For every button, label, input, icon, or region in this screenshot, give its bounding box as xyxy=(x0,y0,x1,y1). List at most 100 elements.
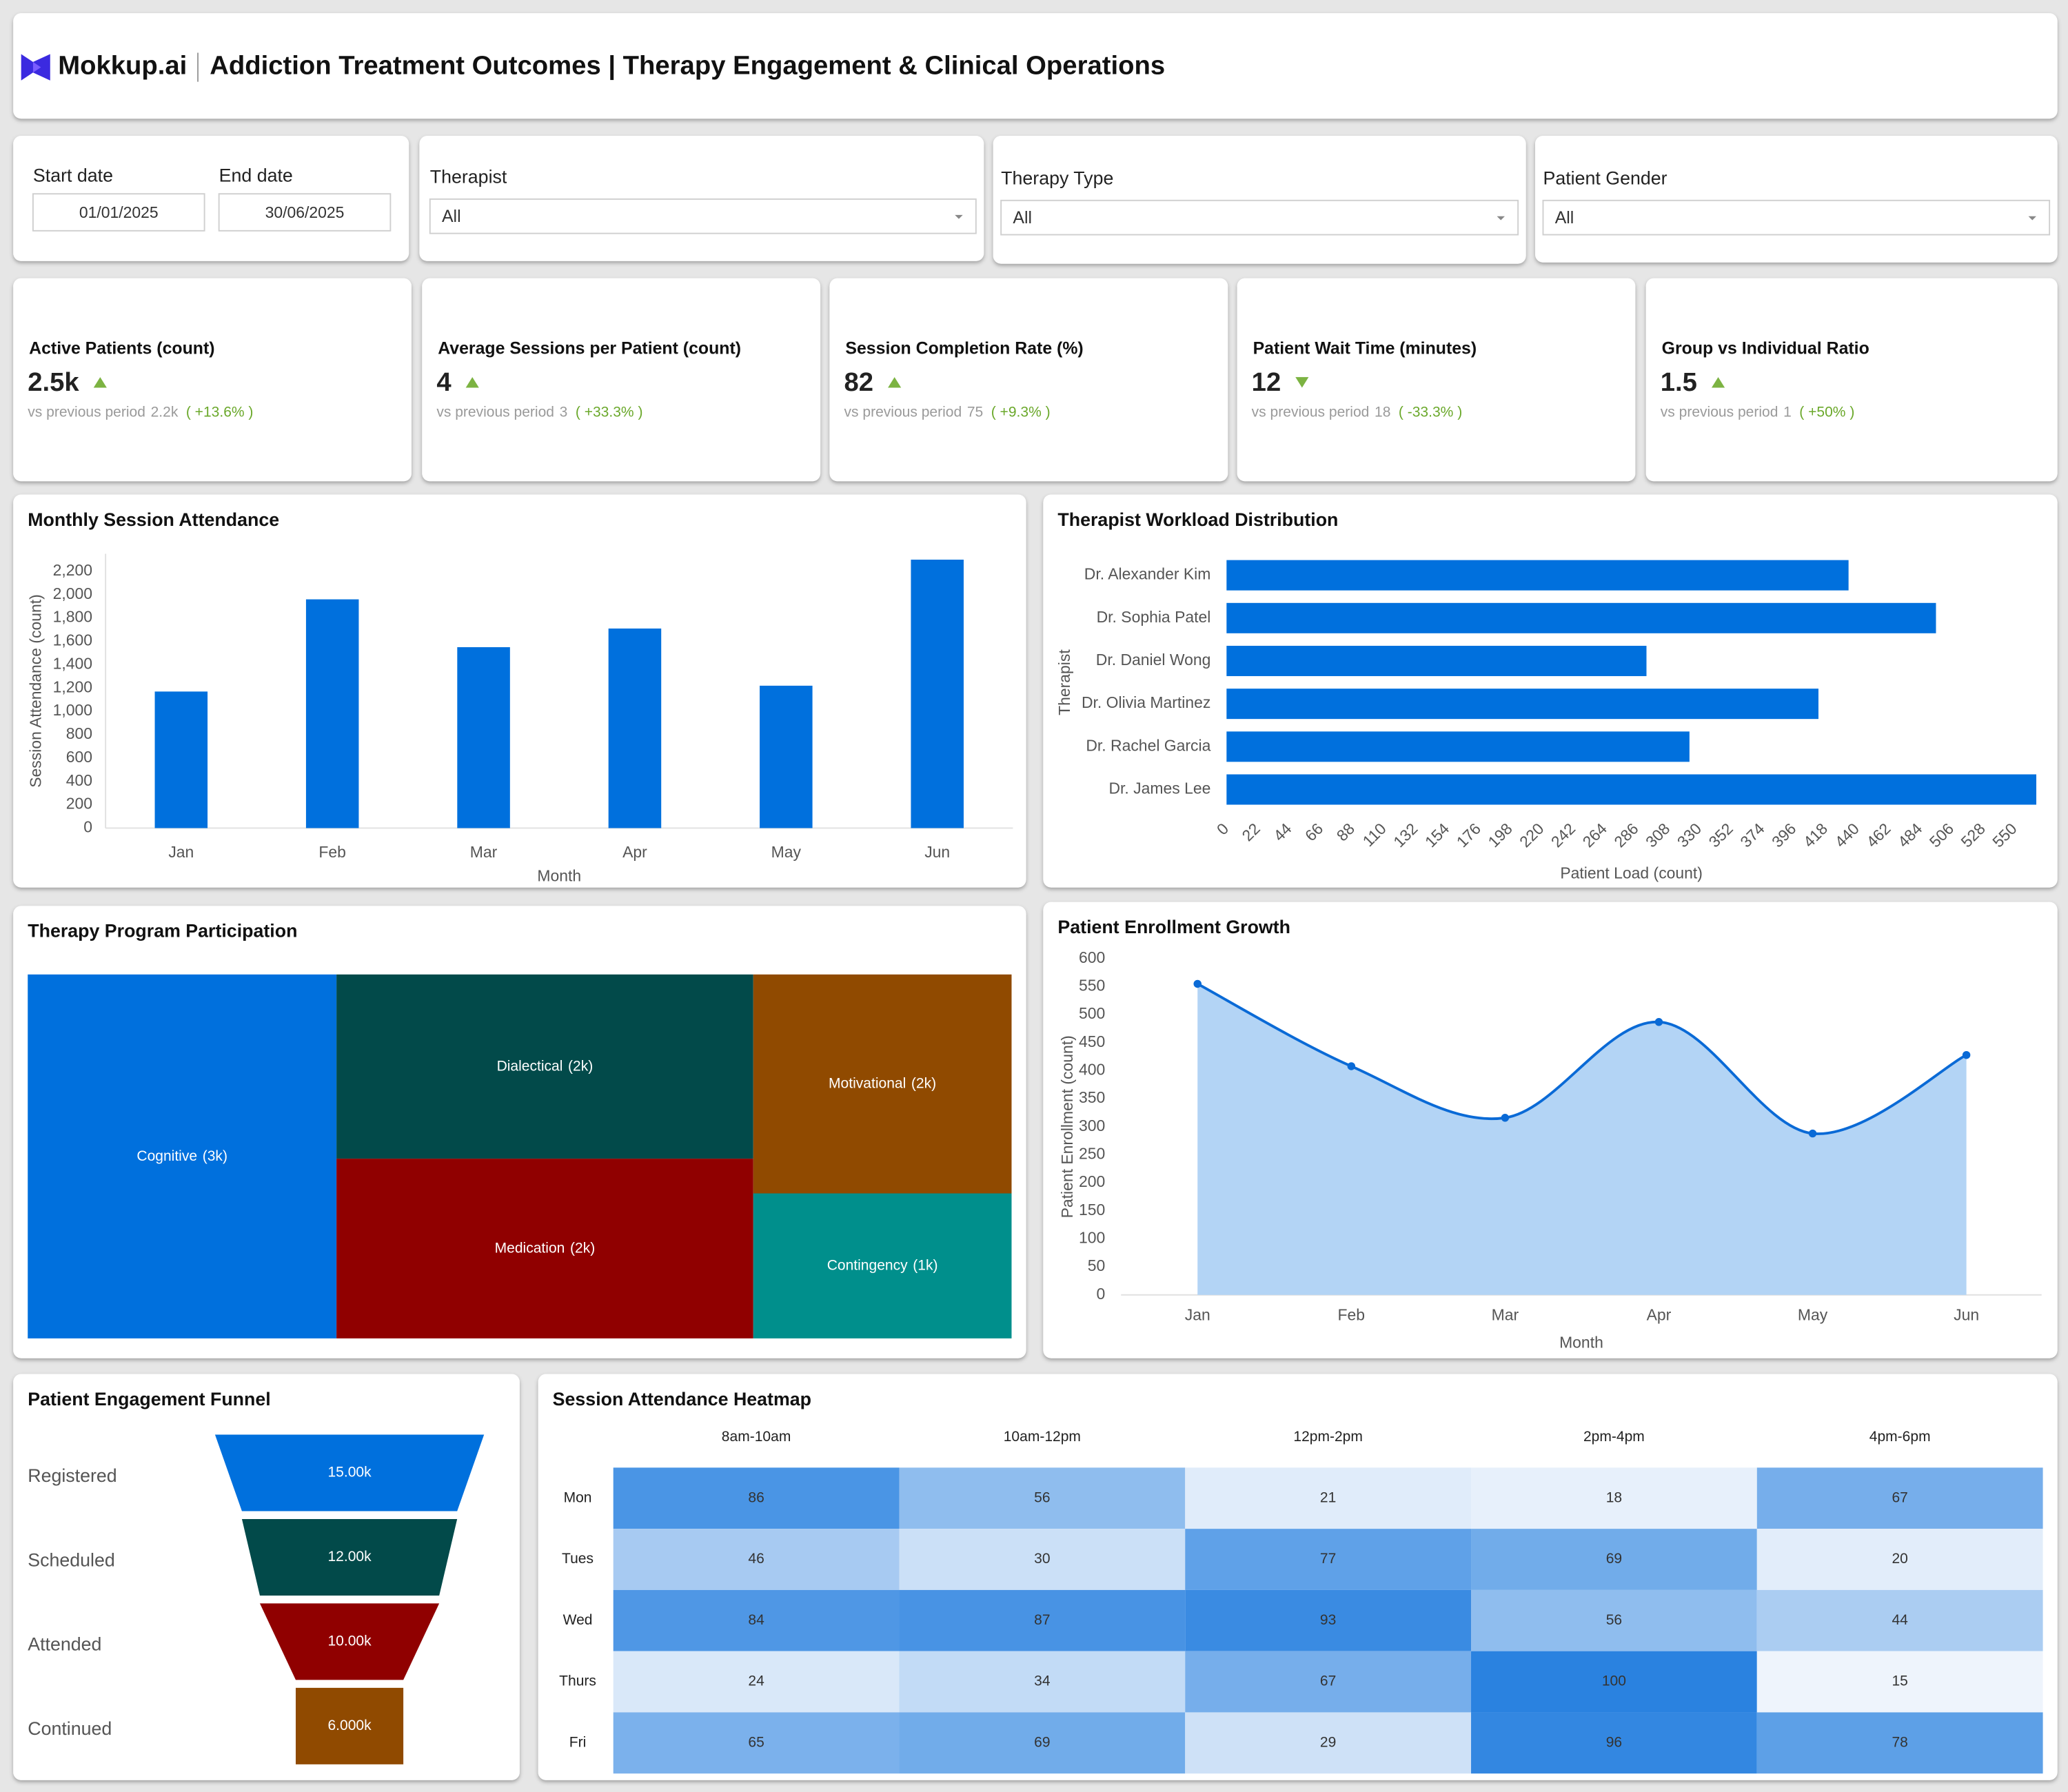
heatmap-cell xyxy=(1756,1589,2043,1651)
chart-title: Therapist Workload Distribution xyxy=(1057,509,1338,530)
chart-title: Patient Enrollment Growth xyxy=(1057,917,1290,937)
area xyxy=(1197,984,1967,1295)
kpi-value: 82 xyxy=(844,367,874,397)
kpi-comparison: vs previous period xyxy=(436,404,554,420)
funnel-stage xyxy=(241,1518,458,1596)
point xyxy=(1193,979,1202,988)
logo-text: Mokkup.ai xyxy=(58,51,187,81)
kpi-comparison: vs previous period xyxy=(28,404,145,420)
heatmap-cell xyxy=(613,1467,900,1529)
filter-input[interactable] xyxy=(429,198,977,234)
heatmap-value: 96 xyxy=(1606,1734,1622,1750)
column-label: 8am-10am xyxy=(722,1429,791,1445)
treemap-value-label: (2k) xyxy=(911,1075,936,1091)
treemap-value-label: (2k) xyxy=(570,1240,595,1256)
heatmap-cell xyxy=(1471,1651,1757,1713)
kpi-value: 4 xyxy=(436,367,452,397)
heatmap-value: 67 xyxy=(1320,1673,1336,1689)
heatmap-cell xyxy=(613,1529,900,1590)
bar xyxy=(1226,560,1849,591)
kpi-change: ( +33.3% ) xyxy=(576,404,643,420)
card xyxy=(993,136,1526,264)
funnel-stage xyxy=(296,1687,404,1764)
y-tick-label: 1,200 xyxy=(53,678,92,695)
y-tick-label: 400 xyxy=(66,771,92,789)
kpi-comparison: vs previous period xyxy=(844,404,962,420)
bar xyxy=(1226,602,1936,633)
treemap-cell xyxy=(753,974,1012,1194)
heatmap-cell xyxy=(899,1589,1186,1651)
filter-value: All xyxy=(1013,208,1032,227)
filter-input[interactable] xyxy=(1000,199,1519,236)
heatmap-value: 87 xyxy=(1034,1612,1050,1628)
y-tick-label: Dr. Sophia Patel xyxy=(1097,608,1211,626)
heatmap-value: 46 xyxy=(748,1551,764,1567)
filter-input[interactable] xyxy=(32,193,205,232)
treemap-cell xyxy=(336,974,753,1159)
heatmap-value: 21 xyxy=(1320,1489,1336,1505)
bar xyxy=(1226,645,1647,676)
treemap-cell xyxy=(753,1193,1012,1338)
y-tick-label: 50 xyxy=(1088,1256,1106,1274)
kpi-title: Patient Wait Time (minutes) xyxy=(1253,339,1477,358)
heatmap-cell xyxy=(899,1712,1186,1774)
heatmap-value: 18 xyxy=(1606,1489,1622,1505)
y-tick-label: 1,800 xyxy=(53,608,92,626)
line xyxy=(1197,982,1967,1135)
heatmap-value: 15 xyxy=(1892,1673,1907,1689)
bar xyxy=(911,559,964,828)
funnel-category: Continued xyxy=(28,1718,112,1739)
y-tick-label: 550 xyxy=(1079,977,1105,995)
card xyxy=(1535,136,2058,263)
treemap-value-label: (3k) xyxy=(203,1148,227,1163)
filter-value: All xyxy=(442,207,461,226)
chart-title: Session Attendance Heatmap xyxy=(553,1389,811,1409)
x-tick-label: Apr xyxy=(622,843,647,861)
filter-input[interactable] xyxy=(218,193,392,232)
heatmap-value: 34 xyxy=(1034,1673,1051,1689)
y-tick-label: 2,200 xyxy=(53,561,92,579)
heatmap-value: 65 xyxy=(748,1734,764,1750)
treemap-value-label: (2k) xyxy=(568,1058,593,1074)
y-axis-label: Patient Enrollment (count) xyxy=(1058,1035,1076,1218)
bar xyxy=(154,691,208,828)
heatmap-cell xyxy=(1756,1529,2043,1590)
treemap-label: Medication (2k) xyxy=(495,1240,596,1256)
heatmap-cell xyxy=(1756,1651,2043,1713)
heatmap-value: 30 xyxy=(1034,1551,1050,1567)
column-label: 10am-12pm xyxy=(1004,1429,1081,1445)
kpi-title: Group vs Individual Ratio xyxy=(1662,339,1869,358)
chart-title: Therapy Program Participation xyxy=(28,921,297,941)
funnel-value-label: 10.00k xyxy=(327,1633,372,1649)
y-tick-label: 600 xyxy=(1079,948,1105,966)
kpi-previous: 75 xyxy=(967,404,983,420)
funnel-value-label: 6.000k xyxy=(327,1718,372,1733)
filter-input[interactable] xyxy=(1542,199,2051,236)
treemap-label: Contingency (1k) xyxy=(827,1257,938,1273)
y-tick-label: 1,000 xyxy=(53,701,92,719)
card xyxy=(422,278,821,482)
heatmap-cell xyxy=(1471,1712,1757,1774)
y-tick-label: 800 xyxy=(66,724,92,742)
heatmap-value: 69 xyxy=(1606,1551,1622,1567)
y-tick-label: 450 xyxy=(1079,1032,1105,1050)
logo-icon-accent xyxy=(32,61,41,73)
heatmap-cell xyxy=(613,1712,900,1774)
heatmap-value: 24 xyxy=(748,1673,764,1689)
kpi-change: ( +13.6% ) xyxy=(186,404,254,420)
y-tick-label: 100 xyxy=(1079,1228,1105,1246)
heatmap-value: 67 xyxy=(1892,1489,1907,1505)
x-tick-label: May xyxy=(771,843,802,861)
dropdown-caret xyxy=(955,214,963,219)
point xyxy=(1347,1062,1356,1070)
treemap-category: Dialectical xyxy=(497,1058,563,1074)
heatmap-cell xyxy=(1185,1589,1472,1651)
kpi-trend-arrow xyxy=(888,377,902,388)
kpi-previous: 1 xyxy=(1783,404,1792,420)
treemap-value-label: (1k) xyxy=(913,1257,937,1273)
heatmap-cell xyxy=(613,1651,900,1713)
header-title: Addiction Treatment Outcomes | Therapy E… xyxy=(210,51,1165,81)
y-axis-label: Session Attendance (count) xyxy=(27,594,45,788)
row-label: Wed xyxy=(563,1612,593,1628)
